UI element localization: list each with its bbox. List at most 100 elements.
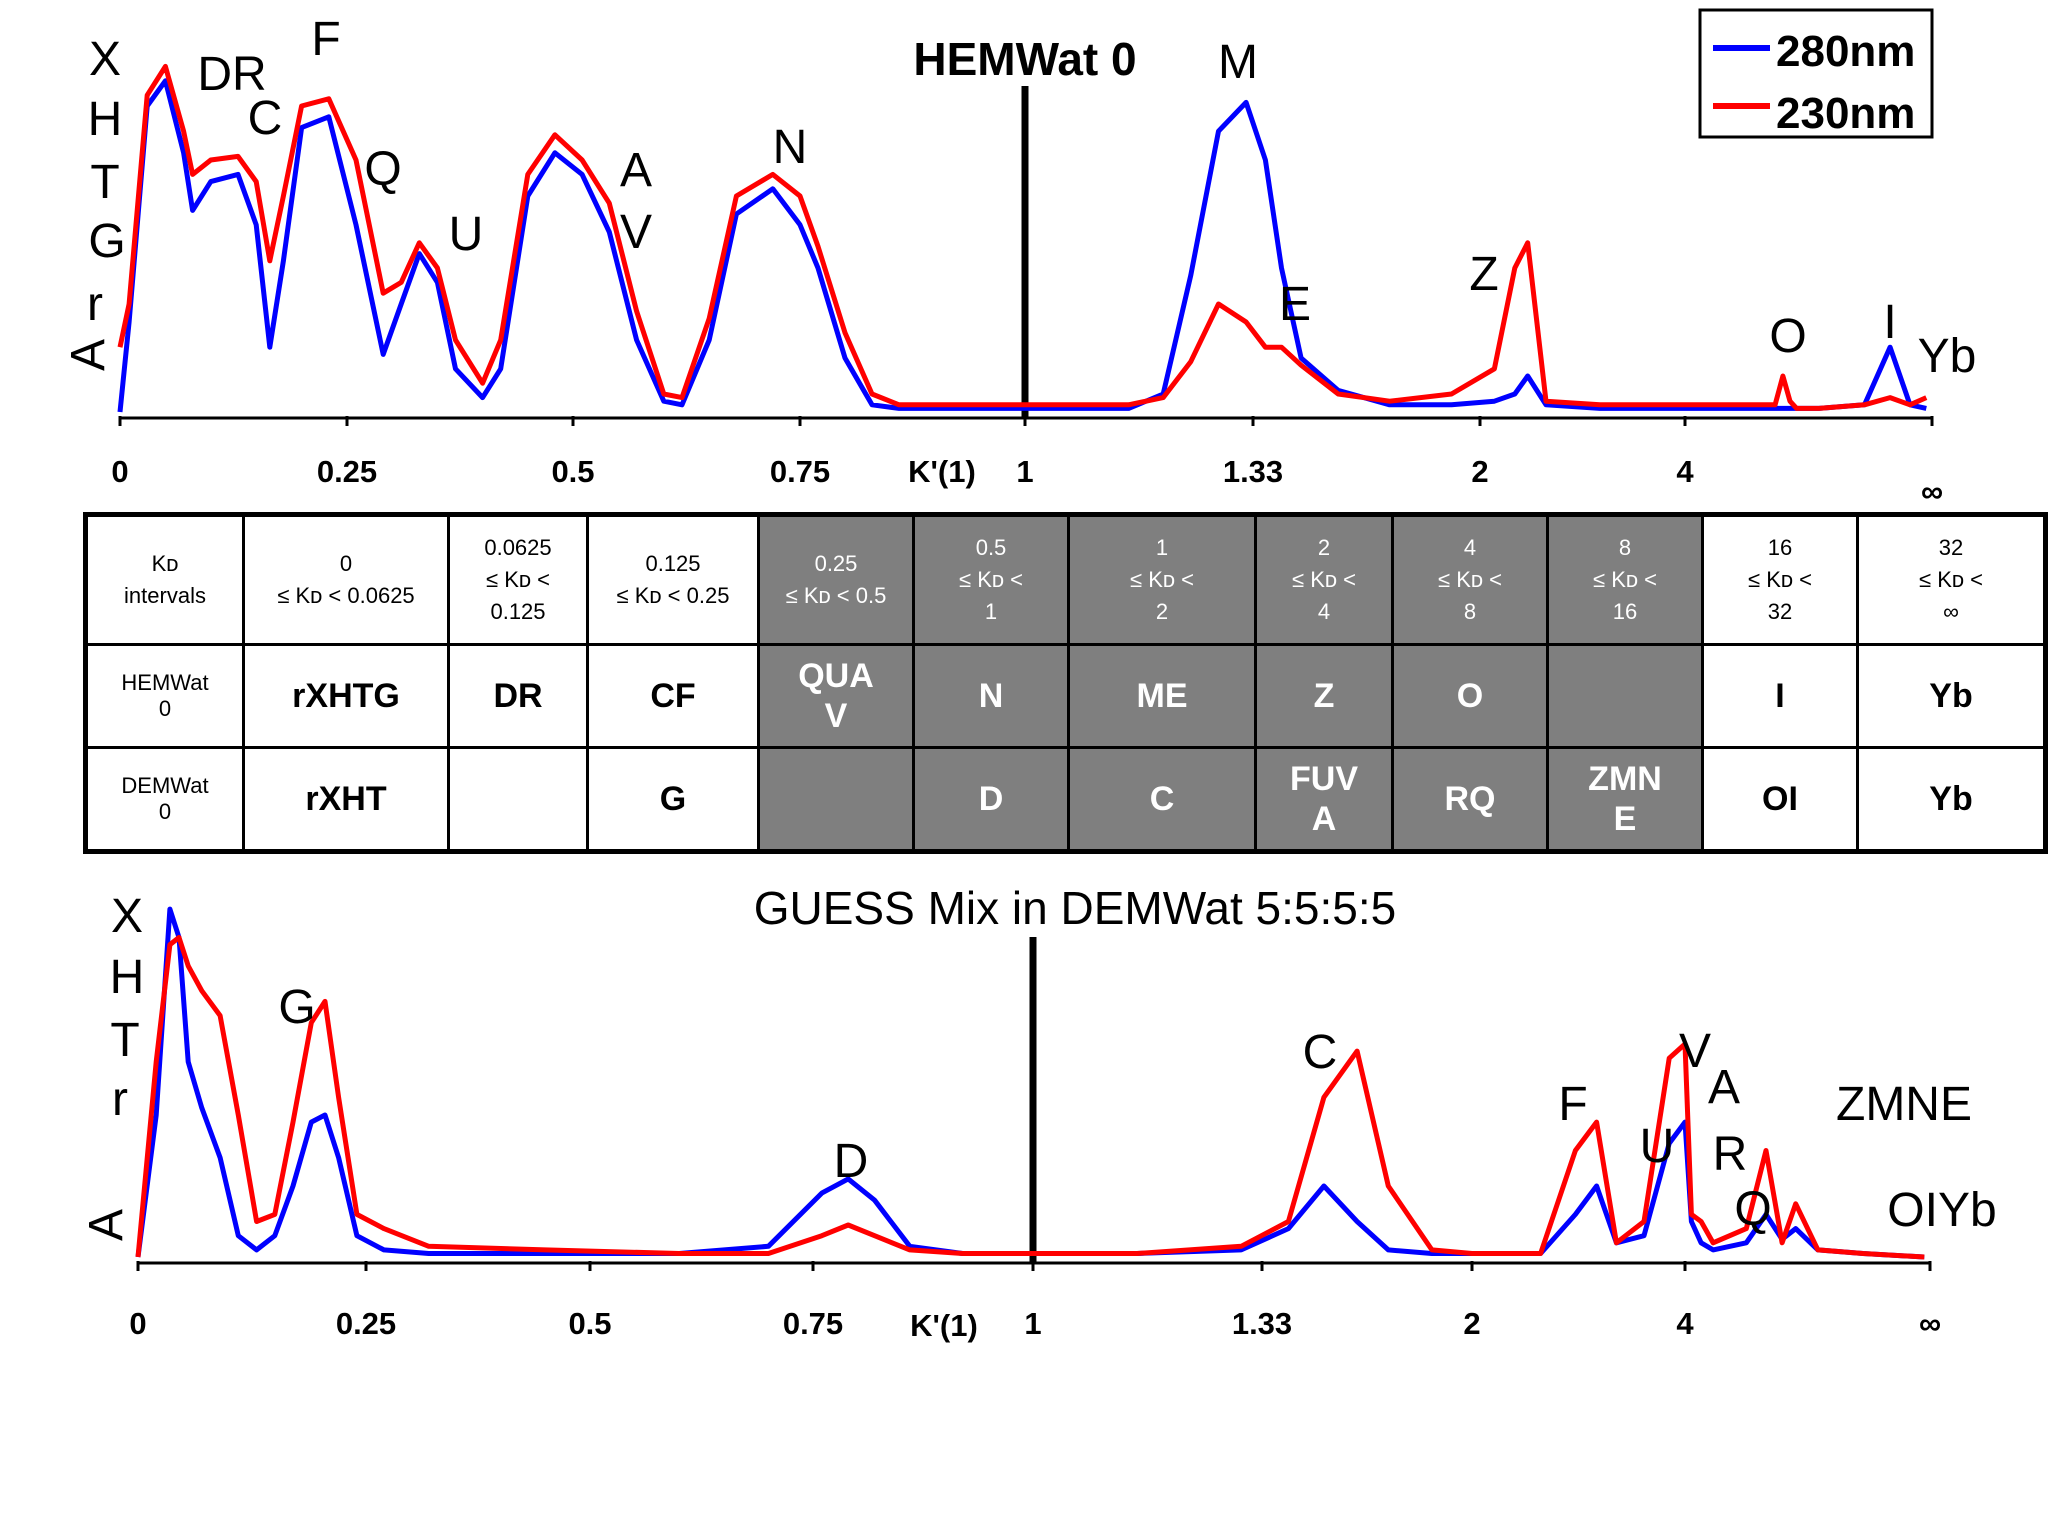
cell-text: ≤ Kᴅ < xyxy=(1748,567,1812,592)
tick-label: 2 xyxy=(1463,1306,1480,1341)
top-y-axis-label: A xyxy=(62,339,115,371)
peak-label: U xyxy=(449,208,484,261)
peak-label: ZMNE xyxy=(1836,1078,1972,1131)
peak-label: X xyxy=(89,33,121,86)
cell-text: 1 xyxy=(1155,535,1169,560)
kd-cell: G xyxy=(586,746,760,853)
bottom-y-axis-label: A xyxy=(80,1209,133,1241)
cell-text: Kᴅ xyxy=(151,551,179,576)
peak-label: r xyxy=(87,278,103,331)
kd-cell: CF xyxy=(586,643,760,749)
peak-label: M xyxy=(1218,36,1258,89)
cell-text: 0 xyxy=(158,696,172,721)
tick-label: 0.25 xyxy=(336,1306,396,1341)
cell-text: ME xyxy=(1136,677,1188,715)
kd-cell: FUV A xyxy=(1254,746,1394,853)
demwat-chart: 0 0.25 0.5 0.75 1 1.33 2 4 ∞ GUESS Mix in DEMWat… xyxy=(80,882,1997,1343)
legend-label-230nm: 230nm xyxy=(1776,89,1915,138)
tick-label: 1.33 xyxy=(1223,454,1283,489)
cell-text: A xyxy=(1311,800,1337,838)
kd-cell: O xyxy=(1391,643,1549,749)
kd-cell: D xyxy=(912,746,1070,853)
cell-text: 2 xyxy=(1317,535,1331,560)
peak-label: C xyxy=(248,92,283,145)
cell-text: ≤ Kᴅ < xyxy=(959,567,1023,592)
cell-text: rXHTG xyxy=(292,677,400,715)
cell-text: ≤ Kᴅ < xyxy=(1292,567,1356,592)
cell-text: 0 xyxy=(339,551,353,576)
kd-cell: DR xyxy=(447,643,589,749)
kd-row-hemwat: HEMWat 0 rXHTG DR CF QUA V N ME Z O I Yb xyxy=(84,643,2047,749)
cell-text: 32 xyxy=(1938,535,1964,560)
tick-label: 2 xyxy=(1471,454,1488,489)
kd-header-cell: 1 ≤ Kᴅ < 2 xyxy=(1067,513,1257,646)
cell-text: 0.125 xyxy=(645,551,701,576)
tick-label: 4 xyxy=(1676,1306,1694,1341)
cell-text: G xyxy=(659,780,687,818)
tick-label: 4 xyxy=(1676,454,1694,489)
peak-label: T xyxy=(110,1014,139,1067)
kd-header-row: Kᴅ intervals 0 ≤ Kᴅ < 0.0625 0.0625 ≤ Kᴅ < 0.1… xyxy=(84,513,2047,646)
cell-text: QUA xyxy=(798,657,874,695)
cell-text: N xyxy=(978,677,1004,715)
peak-label: R xyxy=(1713,1128,1748,1181)
tick-label: 1 xyxy=(1016,454,1033,489)
peak-label: DR xyxy=(197,48,266,101)
kd-header-cell: 0 ≤ Kᴅ < 0.0625 xyxy=(242,513,450,646)
cell-text: ≤ Kᴅ < 0.5 xyxy=(785,583,887,608)
cell-text: intervals xyxy=(124,583,206,608)
peak-label: V xyxy=(620,206,652,259)
kd-cell: RQ xyxy=(1391,746,1549,853)
tick-label: 1.33 xyxy=(1232,1306,1292,1341)
peak-label: G xyxy=(278,981,315,1034)
cell-text: 0.125 xyxy=(490,599,546,624)
kd-cell: rXHTG xyxy=(242,643,450,749)
cell-text: ≤ Kᴅ < xyxy=(1130,567,1194,592)
kd-header-cell: 32 ≤ Kᴅ < ∞ xyxy=(1856,513,2047,646)
legend-box xyxy=(1698,8,1934,139)
kd-cell: Yb xyxy=(1856,746,2047,853)
cell-text: FUV xyxy=(1290,760,1358,798)
tick-label: 1 xyxy=(1024,1306,1041,1341)
cell-text: OI xyxy=(1762,780,1798,818)
kd-cell: rXHT xyxy=(242,746,450,853)
peak-label: F xyxy=(1558,1078,1587,1131)
cell-text: ≤ Kᴅ < xyxy=(1593,567,1657,592)
kd-cell: Yb xyxy=(1856,643,2047,749)
tick-label: 0 xyxy=(129,1306,146,1341)
peak-label: U xyxy=(1640,1120,1675,1173)
series-line-230nm xyxy=(117,63,1928,411)
kd-cell: ZMN E xyxy=(1546,746,1704,853)
kd-cell: OI xyxy=(1701,746,1859,853)
peak-label: Z xyxy=(1469,248,1498,301)
kd-header-cell: 0.25 ≤ Kᴅ < 0.5 xyxy=(757,513,915,646)
kd-header-cell: 0.0625 ≤ Kᴅ < 0.125 xyxy=(447,513,589,646)
series-line-280nm xyxy=(117,78,1927,413)
kd-header-cell: Kᴅ intervals xyxy=(84,513,245,646)
hemwat-chart: 0 0.25 0.5 0.75 1 1.33 2 4 ∞ HEMWat 0 K'(1) A XH… xyxy=(62,8,1976,509)
peak-label: Q xyxy=(364,143,401,196)
cell-text: 0.0625 xyxy=(484,535,552,560)
peak-label: E xyxy=(1279,278,1311,331)
tick-label: 0.75 xyxy=(783,1306,843,1341)
top-x-axis-label: K'(1) xyxy=(908,454,976,489)
peak-label: A xyxy=(620,144,652,197)
tick-label: ∞ xyxy=(1919,1306,1941,1341)
cell-text: O xyxy=(1456,677,1484,715)
tick-label: 0.25 xyxy=(317,454,377,489)
peak-label: F xyxy=(311,13,340,66)
peak-label: Yb xyxy=(1918,330,1977,383)
kd-cell: N xyxy=(912,643,1070,749)
kd-cell xyxy=(757,746,915,853)
kd-cell: C xyxy=(1067,746,1257,853)
tick-label: 0.5 xyxy=(568,1306,611,1341)
cell-text: ≤ Kᴅ < xyxy=(1438,567,1502,592)
cell-text: V xyxy=(824,697,848,735)
kd-cell: QUA V xyxy=(757,643,915,749)
kd-cell: ME xyxy=(1067,643,1257,749)
cell-text: Yb xyxy=(1929,780,1973,818)
cell-text: 16 xyxy=(1612,599,1638,624)
